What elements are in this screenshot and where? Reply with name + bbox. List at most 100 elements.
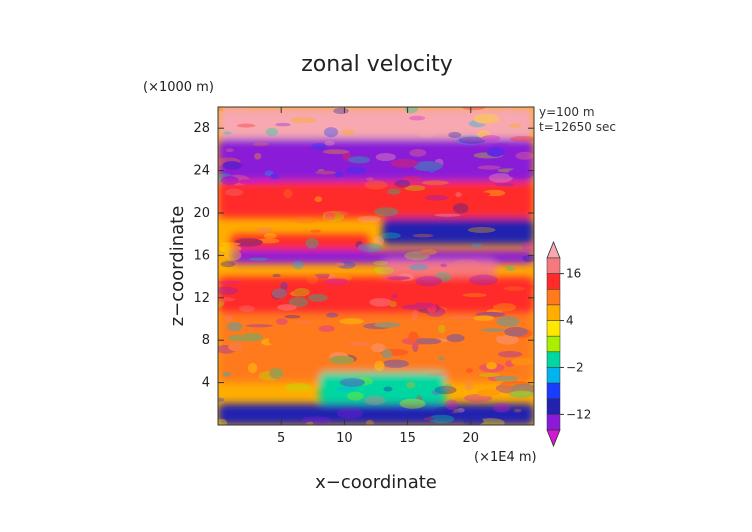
field-speckle [220, 261, 236, 268]
field-band-1 [218, 138, 534, 182]
field-speckle [471, 243, 483, 247]
field-speckle [506, 266, 515, 272]
field-speckle [370, 343, 386, 353]
colorbar-tick-label: −12 [566, 407, 591, 421]
field-speckle [475, 418, 505, 425]
field-speckle [500, 380, 530, 387]
field-speckle [258, 371, 281, 381]
field-speckle [315, 170, 337, 175]
field-speckle [218, 397, 225, 403]
field-speckle [328, 273, 336, 282]
field-speckle [463, 417, 484, 425]
colorbar-level [546, 257, 561, 274]
x-tick-label: 5 [277, 431, 285, 446]
field-speckle [255, 177, 282, 184]
field-speckle [445, 399, 458, 411]
field-speckle [456, 135, 485, 145]
field-speckle [256, 226, 273, 233]
field-speckle [514, 408, 522, 413]
plot-frame [217, 106, 535, 426]
field-speckle [373, 266, 395, 275]
field-speckle [323, 127, 339, 138]
field-speckle [284, 314, 301, 319]
field-speckle [431, 390, 443, 395]
field-speckle [336, 407, 363, 419]
field-speckle [464, 381, 474, 391]
field-speckle [341, 129, 355, 136]
field-speckle [261, 338, 275, 346]
field-speckle [365, 419, 374, 425]
field-speckle [418, 249, 437, 256]
field-speckle [336, 386, 356, 392]
field-band-0 [218, 107, 534, 139]
field-speckle [381, 349, 393, 359]
field-speckle [448, 315, 478, 320]
field-speckle [335, 354, 357, 363]
field-speckle [387, 188, 401, 195]
field-speckle [337, 261, 356, 269]
field-speckle [426, 302, 437, 314]
field-speckle [444, 383, 453, 389]
field-speckle [441, 321, 469, 326]
field-speckle [401, 304, 427, 310]
y-tick-label: 28 [193, 121, 210, 136]
field-band-7 [218, 276, 534, 314]
field-band-9 [319, 372, 446, 404]
field-speckle [416, 303, 440, 314]
field-speckle [372, 260, 389, 266]
field-speckle [348, 280, 371, 285]
field-speckle [302, 416, 314, 422]
field-speckle [496, 335, 503, 343]
field-speckle [511, 357, 534, 366]
field-speckle [434, 385, 457, 395]
field-speckle [218, 286, 239, 295]
field-speckle [415, 276, 443, 287]
field-speckle [277, 304, 297, 311]
colorbar-level [546, 367, 561, 384]
field-speckle [434, 158, 444, 167]
field-speckle [265, 127, 279, 136]
field-speckle [494, 375, 519, 382]
field-speckle [314, 196, 323, 203]
field-speckle [438, 408, 464, 414]
field-speckle [234, 238, 263, 247]
field-speckle [355, 240, 363, 249]
field-speckle [428, 414, 455, 424]
field-speckle [374, 207, 399, 217]
field-speckle [473, 113, 500, 124]
field-speckle [329, 355, 355, 365]
field-speckle [256, 238, 280, 244]
field-speckle [269, 367, 284, 379]
field-speckle [375, 152, 396, 162]
field-speckle [239, 305, 255, 313]
y-tick-label: 12 [193, 291, 210, 306]
field-speckle [227, 334, 250, 342]
field-speckle [415, 338, 442, 345]
field-speckle [324, 140, 335, 146]
colorbar-level [546, 273, 561, 290]
field-speckle [280, 281, 288, 292]
field-speckle [310, 229, 321, 233]
field-speckle [369, 298, 392, 307]
field-speckle [247, 362, 258, 374]
field-speckle [222, 161, 242, 170]
field-speckle [401, 337, 429, 345]
field-speckle [270, 173, 280, 180]
field-speckle [421, 306, 448, 312]
field-speckle [329, 352, 349, 363]
colorbar-tick-label: −2 [566, 360, 584, 374]
field-speckle [306, 421, 314, 425]
field-speckle [284, 383, 312, 392]
field-speckle [479, 373, 501, 377]
colorbar-extend-min [546, 429, 561, 448]
colorbar-tick-label: 4 [566, 314, 574, 328]
y-tick-label: 20 [193, 206, 210, 221]
field-speckle [322, 211, 345, 222]
field-speckle [218, 344, 237, 354]
x-unit-label: (×1E4 m) [474, 450, 537, 465]
field-band-10 [218, 403, 534, 425]
field-speckle [348, 341, 370, 347]
field-speckle [218, 298, 225, 308]
field-speckle [390, 158, 419, 168]
field-speckle [510, 135, 534, 143]
